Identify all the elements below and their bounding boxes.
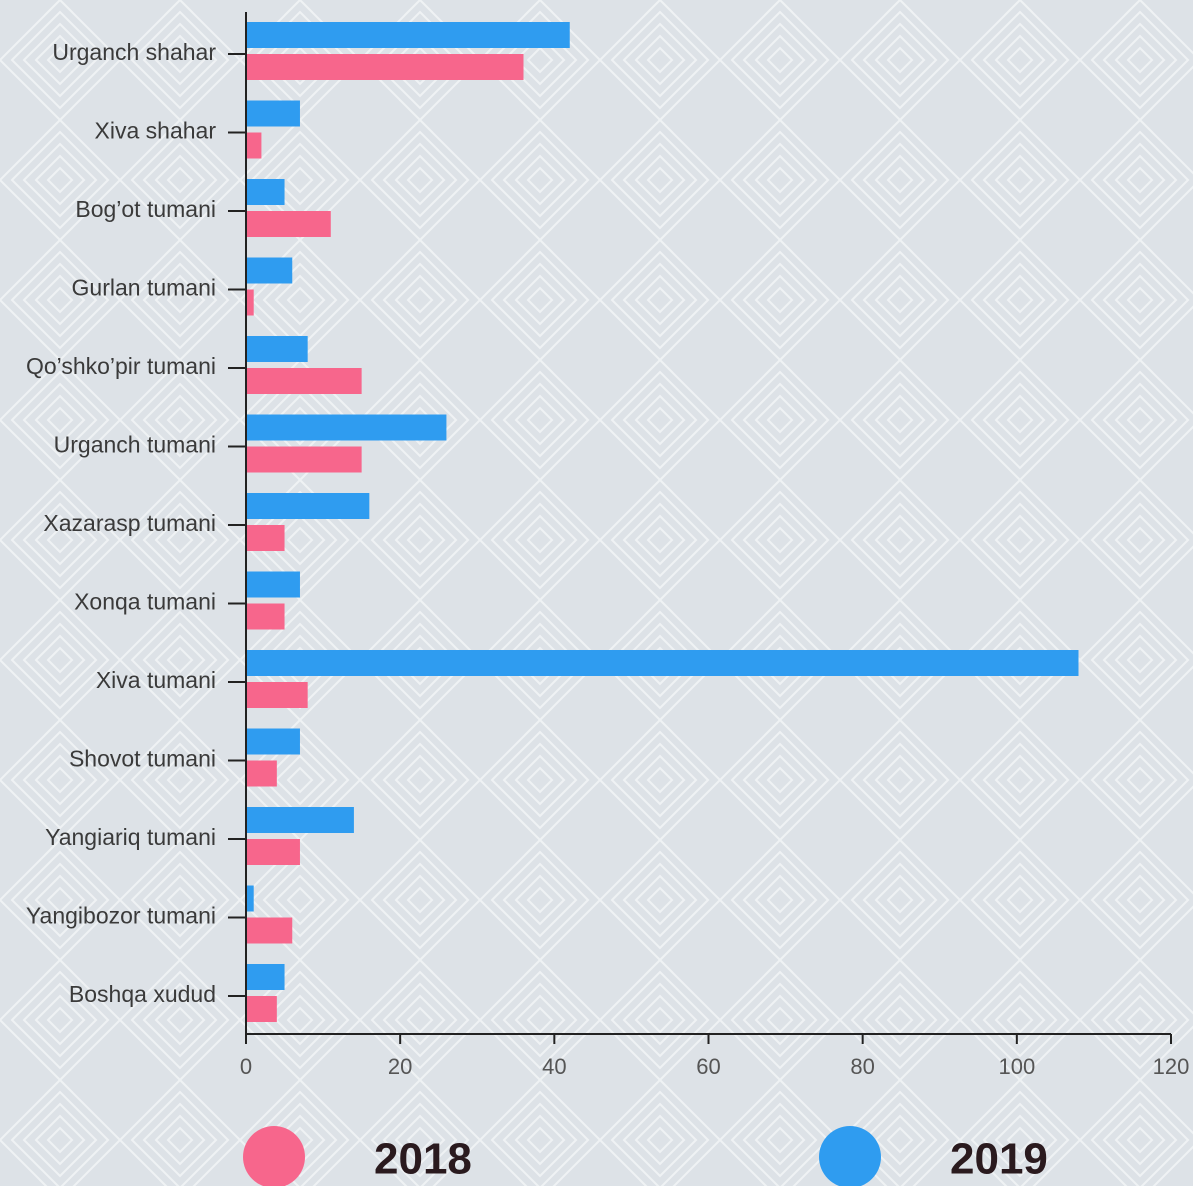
y-tick-label: Gurlan tumani bbox=[72, 275, 216, 301]
bar bbox=[246, 682, 308, 708]
x-tick-label: 100 bbox=[998, 1054, 1035, 1079]
x-tick-label: 0 bbox=[240, 1054, 252, 1079]
x-tick-label: 80 bbox=[850, 1054, 874, 1079]
legend-label: 2018 bbox=[374, 1135, 472, 1184]
y-tick-label: Yangibozor tumani bbox=[26, 903, 216, 929]
y-tick-label: Bog’ot tumani bbox=[75, 196, 216, 222]
x-tick-label: 60 bbox=[696, 1054, 720, 1079]
bar bbox=[246, 336, 308, 362]
bar bbox=[246, 996, 277, 1022]
bar bbox=[246, 414, 447, 441]
legend-swatch bbox=[819, 1126, 881, 1186]
bar bbox=[246, 22, 570, 48]
y-tick-label: Xiva tumani bbox=[96, 667, 216, 693]
bar bbox=[246, 257, 293, 284]
bar bbox=[246, 603, 285, 630]
bar bbox=[246, 760, 277, 787]
y-tick-label: Urganch tumani bbox=[54, 432, 216, 458]
y-tick-label: Xonqa tumani bbox=[74, 589, 216, 615]
bar bbox=[246, 839, 300, 865]
bar bbox=[246, 571, 300, 598]
y-tick-label: Yangiariq tumani bbox=[45, 824, 216, 850]
bar bbox=[246, 964, 285, 990]
bar bbox=[246, 728, 300, 755]
y-tick-label: Qo’shko’pir tumani bbox=[26, 353, 216, 379]
bar bbox=[246, 885, 254, 912]
y-tick-label: Shovot tumani bbox=[69, 746, 216, 772]
y-tick-label: Xiva shahar bbox=[95, 118, 217, 144]
y-tick-label: Urganch shahar bbox=[52, 39, 216, 65]
bar bbox=[246, 807, 354, 833]
bar bbox=[246, 54, 524, 80]
bar bbox=[246, 100, 300, 127]
x-tick-label: 120 bbox=[1153, 1054, 1190, 1079]
bar bbox=[246, 289, 254, 316]
bar bbox=[246, 493, 370, 519]
y-tick-label: Xazarasp tumani bbox=[43, 510, 216, 536]
bar bbox=[246, 446, 362, 473]
bar bbox=[246, 368, 362, 394]
x-tick-label: 20 bbox=[388, 1054, 412, 1079]
legend-swatch bbox=[243, 1126, 305, 1186]
bar bbox=[246, 132, 262, 159]
bar bbox=[246, 211, 331, 237]
bar bbox=[246, 917, 293, 944]
bar bbox=[246, 650, 1079, 676]
x-tick-label: 40 bbox=[542, 1054, 566, 1079]
y-tick-label: Boshqa xudud bbox=[69, 981, 216, 1007]
bar bbox=[246, 179, 285, 205]
bar bbox=[246, 525, 285, 551]
legend-label: 2019 bbox=[950, 1135, 1048, 1184]
